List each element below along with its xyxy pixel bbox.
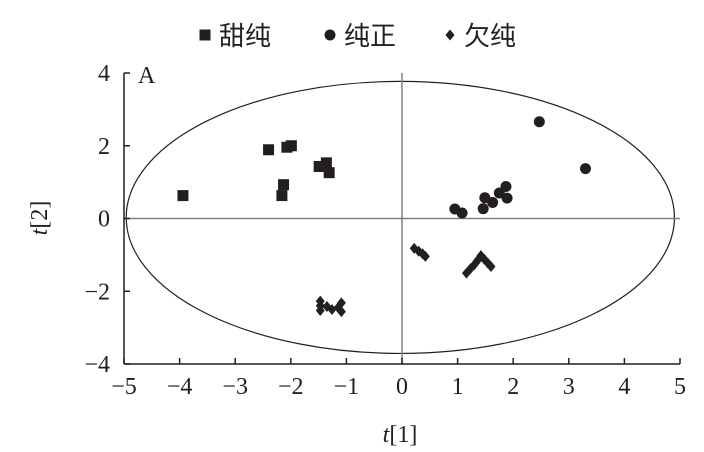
y-tick-label: −2 — [84, 279, 110, 305]
x-tick-label: 0 — [396, 374, 408, 400]
legend-label: 欠纯 — [464, 22, 516, 52]
legend: 甜纯 纯正 欠纯 — [199, 22, 516, 52]
x-tick-label: 4 — [618, 374, 630, 400]
x-tick-label: 3 — [563, 374, 575, 400]
y-axis-label: t[2] — [27, 201, 53, 236]
point-diamond — [336, 297, 346, 309]
y-tick-label: 2 — [98, 134, 110, 160]
x-tick-label: −4 — [167, 374, 193, 400]
point-square — [276, 190, 288, 202]
point-square — [320, 157, 332, 169]
point-square — [285, 140, 297, 152]
point-diamond — [327, 303, 337, 315]
point-circle — [579, 163, 591, 175]
point-circle — [500, 180, 512, 192]
x-tick-label: −1 — [334, 374, 360, 400]
point-square — [278, 179, 290, 191]
point-circle — [533, 116, 545, 128]
point-diamond — [486, 261, 496, 273]
point-diamond — [420, 250, 430, 262]
x-tick-label: −5 — [111, 374, 137, 400]
legend-marker-circle — [324, 29, 336, 41]
data-points — [177, 116, 591, 318]
x-tick-label: −3 — [222, 374, 248, 400]
legend-marker-square — [199, 29, 211, 41]
point-circle — [501, 192, 513, 204]
point-square — [177, 190, 189, 202]
legend-label: 纯正 — [344, 22, 396, 52]
panel-label: A — [138, 63, 156, 89]
x-tick-label: −2 — [278, 374, 304, 400]
x-tick-label: 1 — [452, 374, 464, 400]
point-diamond — [476, 250, 486, 262]
legend-label: 甜纯 — [219, 22, 271, 52]
point-diamond — [315, 305, 325, 317]
legend-marker-diamond — [445, 29, 455, 41]
x-tick-label: 2 — [507, 374, 519, 400]
point-diamond — [461, 267, 471, 279]
point-circle — [456, 207, 468, 219]
point-circle — [477, 203, 489, 215]
point-square — [323, 167, 335, 179]
y-tick-label: 4 — [98, 61, 110, 87]
x-tick-label: 5 — [674, 374, 686, 400]
x-axis-label: t[1] — [383, 422, 418, 448]
confidence-ellipse — [125, 80, 676, 355]
point-circle — [487, 196, 499, 208]
y-tick-label: 0 — [98, 207, 110, 233]
point-diamond — [336, 306, 346, 318]
point-square — [263, 144, 275, 156]
y-tick-label: −4 — [84, 352, 110, 378]
point-square — [313, 160, 325, 172]
